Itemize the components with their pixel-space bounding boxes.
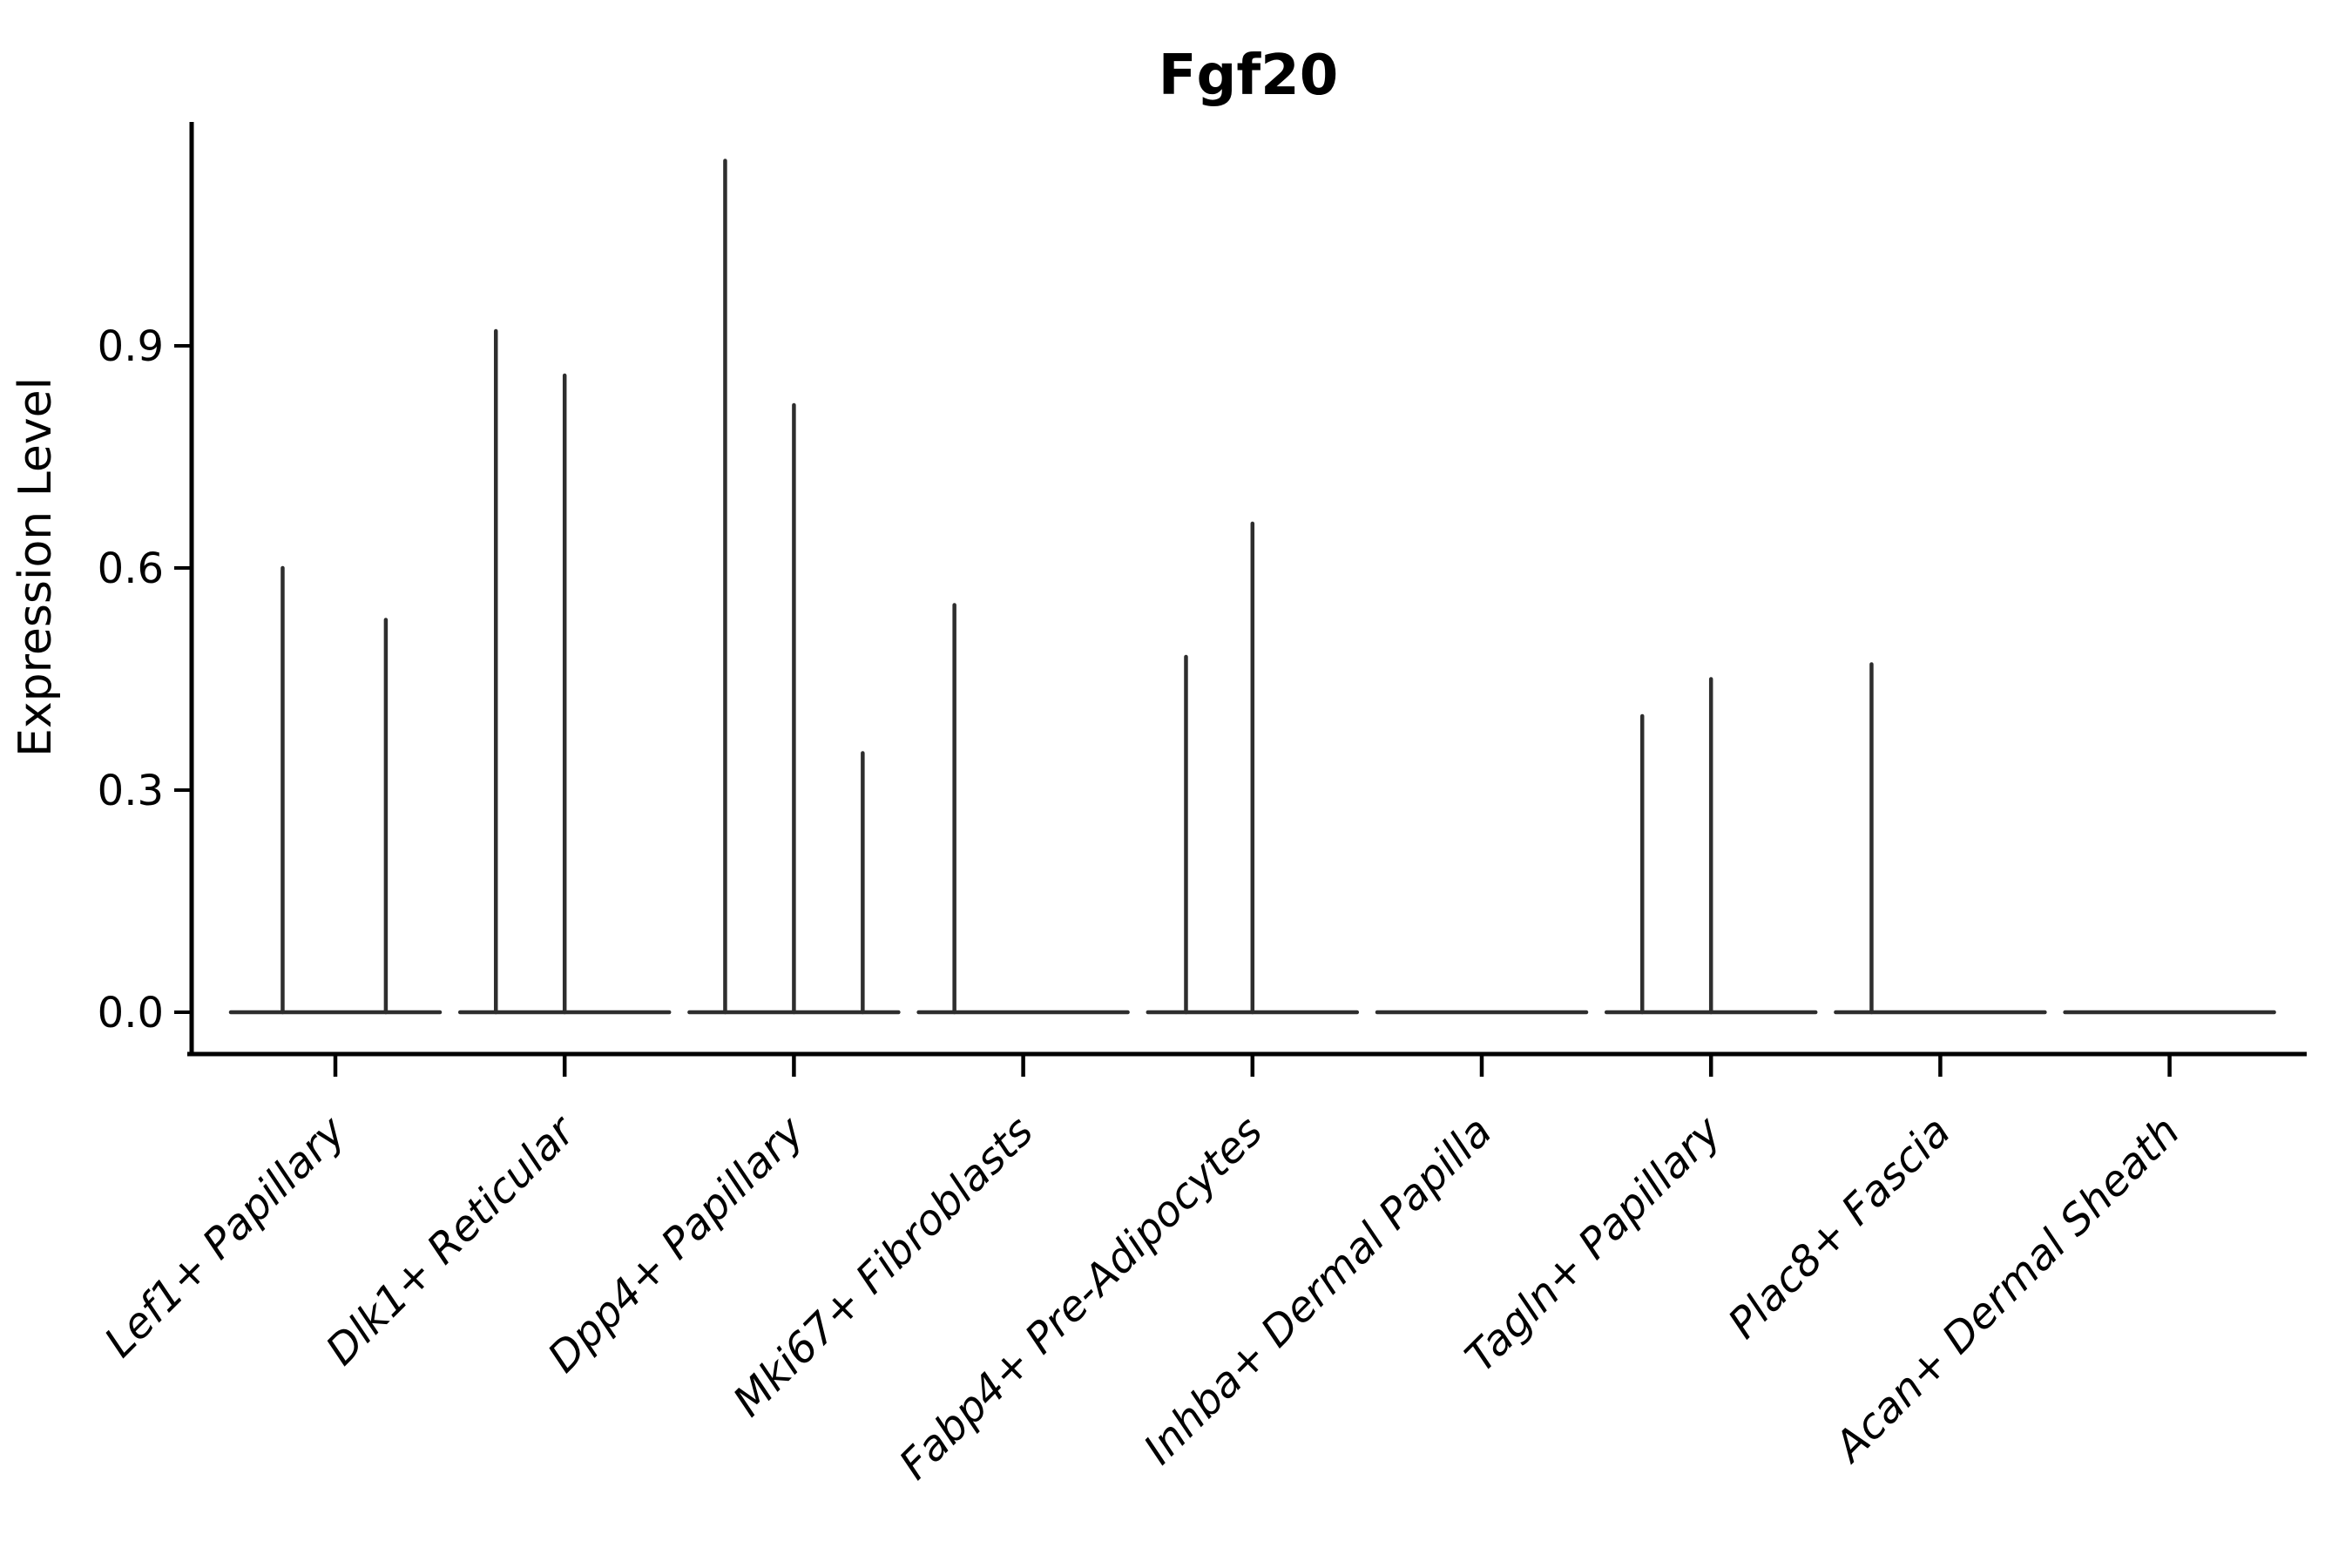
x-tick-label: Tagln+ Papillary — [1456, 1106, 1731, 1382]
violin-group — [687, 159, 901, 1015]
x-tick-label: Dlk1+ Reticular — [316, 1105, 586, 1375]
y-tick-label: 0.0 — [98, 989, 164, 1037]
y-tick-label: 0.3 — [98, 767, 164, 815]
violin-group — [916, 603, 1130, 1015]
y-axis: 0.0 0.3 0.6 0.9 — [98, 322, 192, 1037]
violin-group — [1834, 662, 2047, 1015]
violin-group — [457, 328, 672, 1015]
violins — [228, 159, 2276, 1015]
violin-group — [1146, 521, 1360, 1015]
y-tick-label: 0.9 — [98, 322, 164, 371]
x-tick-label: Plac8+ Fascia — [1719, 1107, 1960, 1348]
y-axis-label: Expression Level — [10, 377, 62, 757]
x-tick-label: Lef1+ Papillary — [95, 1106, 355, 1367]
x-tick-label: Fabp4+ Pre-Adipocytes — [890, 1107, 1273, 1490]
y-tick-label: 0.6 — [98, 544, 164, 593]
violin-group — [1604, 677, 1818, 1015]
violin-group — [228, 565, 443, 1015]
x-tick-label: Dpp4+ Papillary — [538, 1106, 814, 1382]
chart-title: Fgf20 — [1159, 44, 1338, 108]
plot-spines — [187, 122, 2307, 1057]
